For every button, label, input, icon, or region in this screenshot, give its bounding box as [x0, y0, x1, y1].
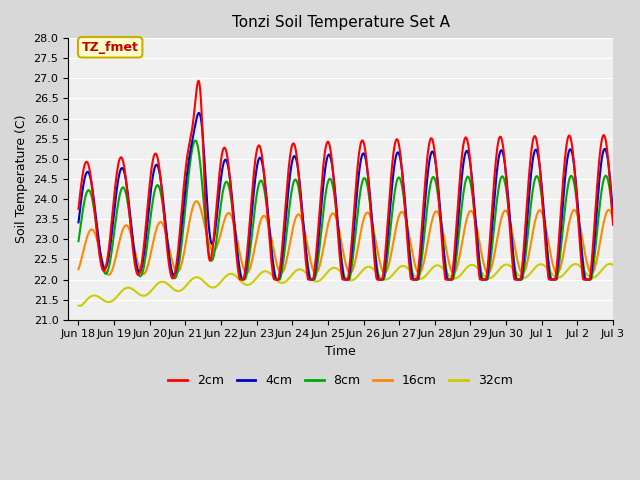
X-axis label: Time: Time	[325, 345, 356, 358]
Title: Tonzi Soil Temperature Set A: Tonzi Soil Temperature Set A	[232, 15, 449, 30]
Text: TZ_fmet: TZ_fmet	[82, 41, 139, 54]
Y-axis label: Soil Temperature (C): Soil Temperature (C)	[15, 115, 28, 243]
Legend: 2cm, 4cm, 8cm, 16cm, 32cm: 2cm, 4cm, 8cm, 16cm, 32cm	[163, 370, 518, 392]
